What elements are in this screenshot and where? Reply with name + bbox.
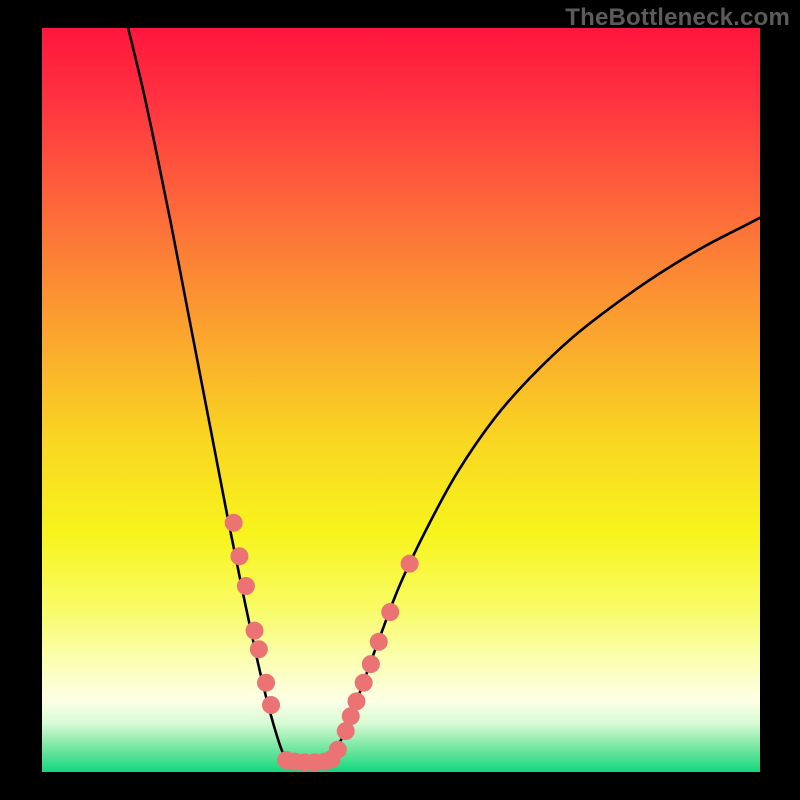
chart-svg <box>0 0 800 800</box>
data-marker <box>246 622 264 640</box>
plot-gradient-area <box>42 28 760 772</box>
data-marker <box>237 577 255 595</box>
data-marker <box>370 633 388 651</box>
watermark-text: TheBottleneck.com <box>565 4 790 32</box>
data-marker <box>381 603 399 621</box>
data-marker <box>257 674 275 692</box>
data-marker <box>225 514 243 532</box>
data-marker <box>250 640 268 658</box>
chart-stage: TheBottleneck.com <box>0 0 800 800</box>
data-marker <box>401 555 419 573</box>
data-marker <box>347 692 365 710</box>
data-marker <box>362 655 380 673</box>
data-marker <box>262 696 280 714</box>
data-marker <box>329 741 347 759</box>
data-marker <box>230 547 248 565</box>
data-marker <box>355 674 373 692</box>
